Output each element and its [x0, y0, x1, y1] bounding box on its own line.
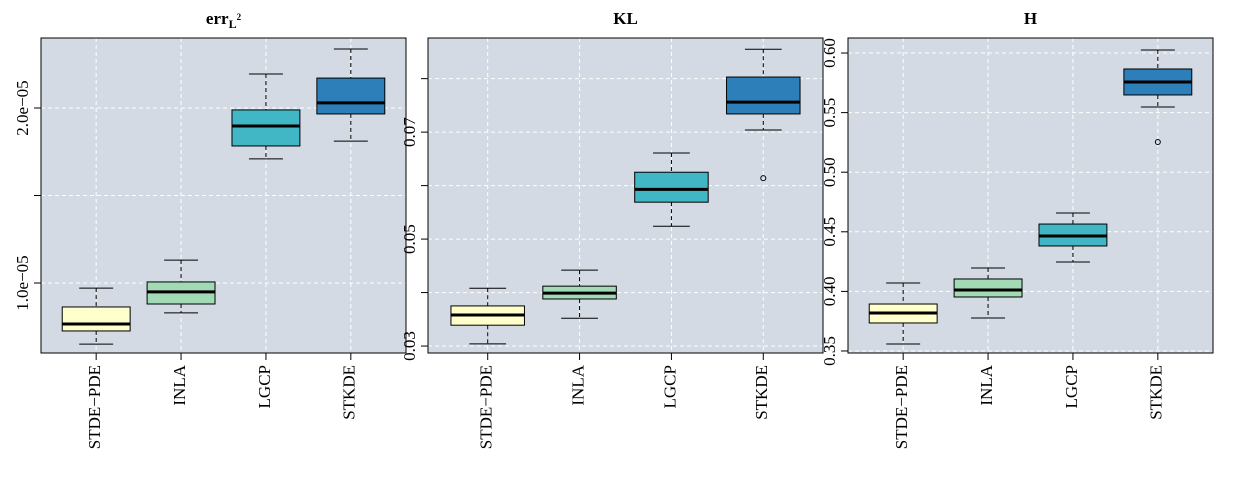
x-tick-label: LGCP	[1062, 365, 1081, 408]
y-tick-label: 1.0e−05	[13, 255, 32, 310]
y-tick-label: 0.35	[820, 336, 839, 366]
chart-title: H	[1024, 9, 1037, 28]
x-tick-label: STKDE	[1147, 365, 1166, 420]
box	[726, 76, 801, 115]
x-tick-label: STDE−PDE	[892, 365, 911, 449]
y-tick-label: 0.07	[400, 117, 419, 147]
title-subscript: L	[229, 17, 237, 31]
box	[231, 109, 301, 147]
chart-title: errL2	[206, 9, 242, 31]
x-tick-label: STKDE	[752, 365, 771, 420]
title-superscript: 2	[237, 12, 242, 22]
x-tick-label: INLA	[977, 364, 996, 405]
x-tick-label: LGCP	[255, 365, 274, 408]
y-tick-label: 0.60	[820, 38, 839, 68]
title-main: err	[206, 9, 229, 28]
y-tick-label: 0.55	[820, 98, 839, 128]
y-tick-label: 0.03	[400, 331, 419, 361]
chart-title: KL	[613, 9, 638, 28]
box	[316, 77, 386, 115]
y-tick-label: 2.0e−05	[13, 80, 32, 135]
title-main: KL	[613, 9, 638, 28]
y-tick-label: 0.50	[820, 157, 839, 187]
box	[953, 278, 1023, 298]
y-tick-label: 0.05	[400, 224, 419, 254]
box	[634, 171, 709, 203]
x-tick-label: STDE−PDE	[477, 365, 496, 449]
x-tick-label: LGCP	[660, 365, 679, 408]
x-tick-label: STKDE	[340, 365, 359, 420]
title-main: H	[1024, 9, 1037, 28]
plot-frame	[847, 37, 1214, 354]
box	[61, 306, 131, 332]
y-tick-label: 0.40	[820, 277, 839, 307]
x-tick-label: STDE−PDE	[85, 365, 104, 449]
outlier	[1154, 139, 1161, 146]
plot-frame	[40, 37, 407, 354]
y-tick-label: 0.45	[820, 217, 839, 247]
x-tick-label: INLA	[568, 364, 587, 405]
plot-frame	[427, 37, 824, 354]
outlier	[760, 175, 767, 182]
x-tick-label: INLA	[170, 364, 189, 405]
